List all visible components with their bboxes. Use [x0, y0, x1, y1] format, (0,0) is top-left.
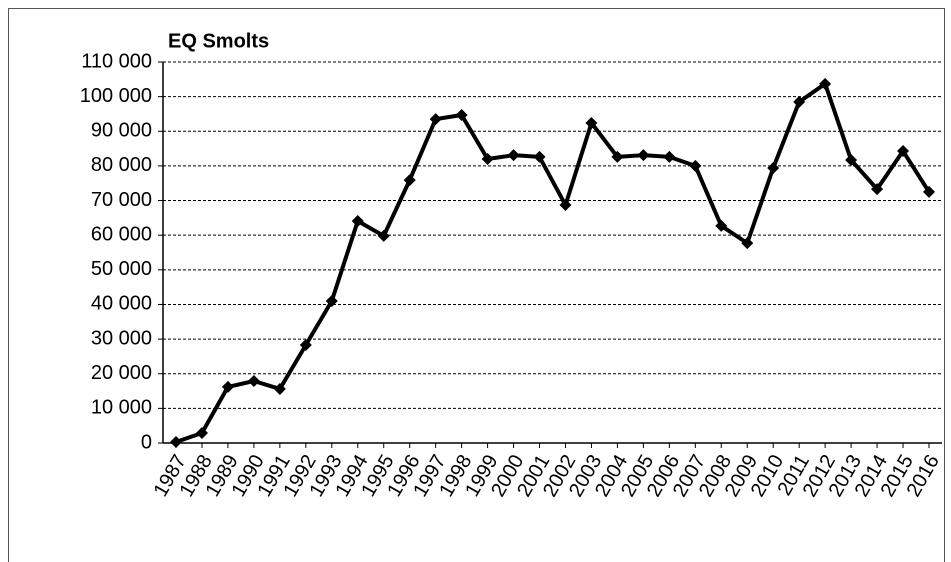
marker — [351, 214, 364, 227]
marker — [845, 154, 858, 167]
chart-title: EQ Smolts — [168, 30, 269, 52]
marker — [611, 150, 624, 163]
marker — [585, 116, 598, 129]
marker — [767, 161, 780, 174]
line — [175, 81, 931, 444]
y-tick-label: 20 000 — [91, 362, 152, 384]
marker — [273, 382, 286, 395]
marker — [923, 185, 935, 198]
y-tick-label: 30 000 — [91, 327, 152, 349]
marker — [793, 95, 806, 108]
marker — [481, 152, 494, 165]
marker — [637, 149, 650, 162]
chart-frame — [8, 8, 945, 562]
y-tick-label: 90 000 — [91, 120, 152, 142]
marker — [663, 150, 676, 163]
marker — [819, 77, 832, 90]
marker — [429, 113, 442, 126]
marker — [170, 435, 182, 448]
marker — [377, 229, 390, 242]
y-tick-label: 100 000 — [80, 85, 152, 107]
marker — [325, 294, 338, 307]
marker — [403, 174, 416, 187]
marker — [741, 237, 754, 250]
y-tick-label: 50 000 — [91, 258, 152, 280]
marker — [299, 338, 312, 351]
marker — [455, 108, 468, 121]
marker — [247, 375, 260, 388]
marker — [689, 159, 702, 172]
y-tick-label: 0 — [141, 431, 152, 453]
marker — [897, 145, 910, 158]
marker — [507, 149, 520, 162]
y-tick-label: 60 000 — [91, 223, 152, 245]
marker — [715, 219, 728, 232]
marker — [221, 380, 234, 393]
marker — [533, 150, 546, 163]
y-tick-label: 70 000 — [91, 189, 152, 211]
marker — [195, 426, 208, 439]
y-tick-label: 110 000 — [81, 50, 152, 72]
y-tick-label: 80 000 — [91, 154, 152, 176]
y-tick-label: 40 000 — [91, 293, 152, 315]
marker — [559, 199, 572, 212]
y-tick-label: 10 000 — [91, 397, 152, 419]
marker — [871, 183, 884, 196]
